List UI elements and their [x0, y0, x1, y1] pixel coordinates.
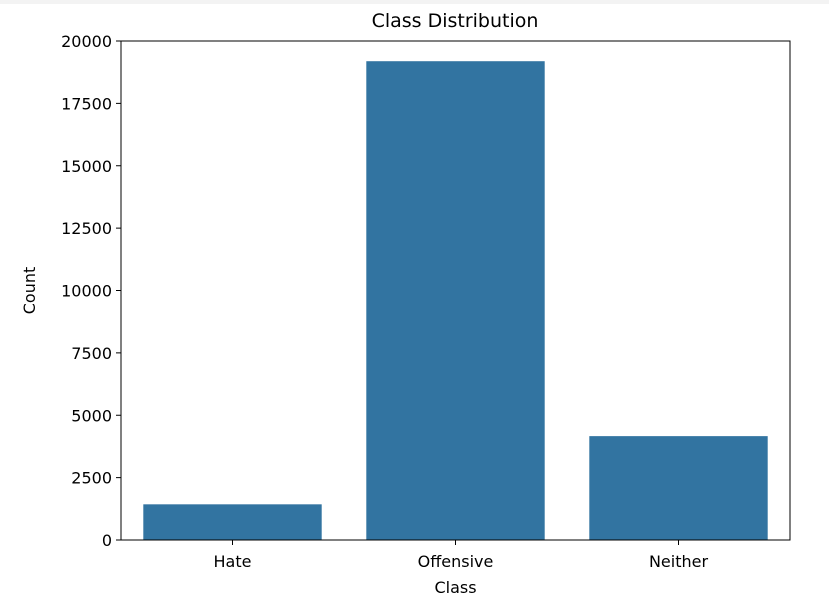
- y-tick-label: 17500: [61, 94, 112, 113]
- y-tick-label: 2500: [71, 469, 112, 488]
- x-axis-label: Class: [434, 578, 476, 595]
- y-axis-label: Count: [20, 267, 39, 315]
- bar-hate: [143, 504, 322, 540]
- y-tick-label: 7500: [71, 344, 112, 363]
- x-tick-label: Offensive: [418, 552, 494, 571]
- chart-title: Class Distribution: [372, 10, 539, 32]
- y-tick-label: 0: [102, 531, 112, 550]
- plot-frame: [120, 40, 791, 541]
- top-strip: [0, 0, 829, 4]
- y-tick-label: 10000: [61, 282, 112, 301]
- y-tick-label: 15000: [61, 157, 112, 176]
- y-tick-label: 20000: [61, 32, 112, 51]
- x-tick-label: Neither: [649, 552, 709, 571]
- y-tick-label: 12500: [61, 219, 112, 238]
- y-axis-ticks: 0 2500 5000 7500 10000 12500 15000 17500 20000: [61, 32, 121, 550]
- bar-neither: [589, 436, 768, 540]
- x-axis-ticks: Hate Offensive Neither: [214, 540, 709, 571]
- y-tick-label: 5000: [71, 406, 112, 425]
- x-tick-label: Hate: [214, 552, 252, 571]
- bars-layer: [143, 61, 768, 540]
- bar-offensive: [366, 61, 545, 540]
